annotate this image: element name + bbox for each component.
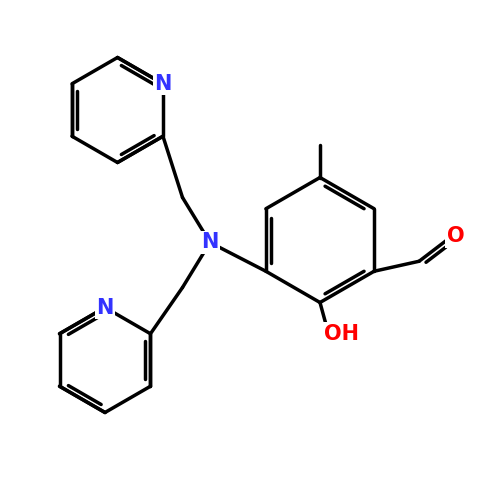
Text: OH: OH: [324, 324, 359, 344]
Text: N: N: [154, 74, 172, 94]
Text: N: N: [202, 232, 218, 252]
Text: N: N: [96, 298, 114, 318]
Text: O: O: [447, 226, 464, 246]
